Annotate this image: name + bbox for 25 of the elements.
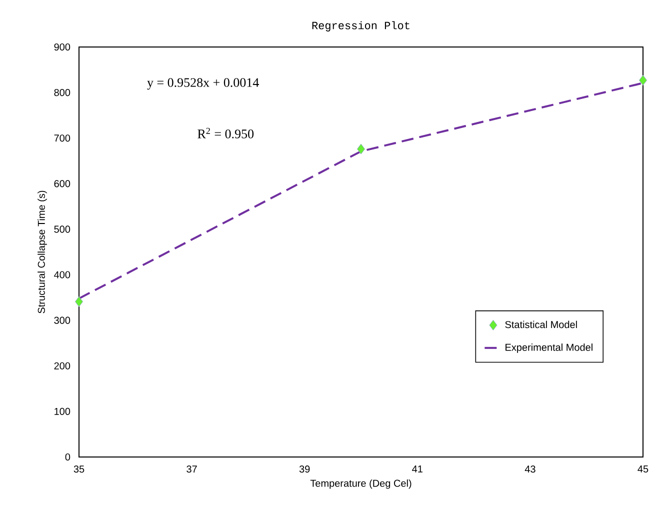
x-tick-label: 41 [412, 466, 422, 472]
point [75, 296, 84, 307]
y-tick-label: 300 [54, 316, 70, 324]
y-tick-label: 900 [54, 43, 70, 51]
y-tick-label: 800 [54, 89, 70, 96]
legend-label: Statistical Model [505, 320, 577, 328]
y-axis-title: Structural Collapse Time (s) [38, 190, 47, 314]
x-tick-label: 39 [299, 466, 310, 473]
chart-title: Regression Plot [312, 21, 410, 32]
x-tick-label: 35 [74, 466, 84, 473]
y-tick-label: 200 [54, 362, 70, 370]
x-tick-label: 43 [524, 466, 536, 473]
y-tick-label: 400 [54, 271, 70, 278]
y-tick-label: 100 [54, 408, 70, 415]
x-tick-label: 37 [186, 466, 197, 473]
y-tick-label: 0 [65, 453, 70, 461]
y-tick-label: 700 [54, 134, 70, 142]
y-tick-label: 500 [54, 226, 70, 233]
annotation: y = 0.9528x + 0.0014 [147, 78, 259, 90]
x-tick-label: 45 [638, 466, 648, 472]
point [357, 144, 365, 154]
x-axis-title: Temperature (Deg Cel) [310, 479, 412, 489]
y-tick-label: 600 [54, 180, 70, 188]
annotation: R$^{2}$ = 0.950 [198, 128, 254, 138]
legend-label: Experimental Model [506, 344, 592, 353]
